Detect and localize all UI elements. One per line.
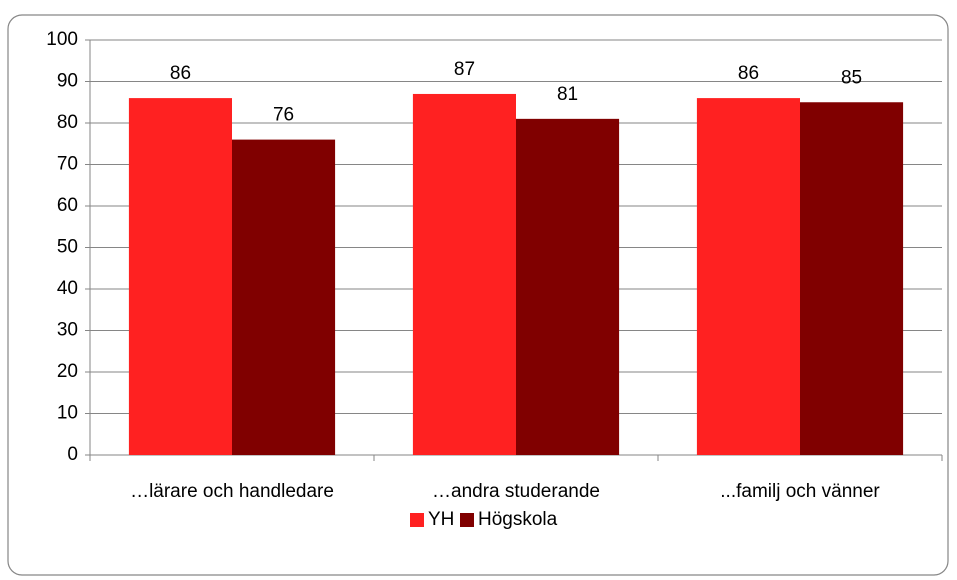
value-label: 76 (273, 105, 294, 126)
y-tick-label: 30 (57, 320, 78, 341)
y-tick-label: 100 (46, 29, 78, 50)
y-tick-label: 10 (57, 403, 78, 424)
y-tick-label: 40 (57, 278, 78, 299)
y-tick-label: 70 (57, 154, 78, 175)
bar (128, 98, 232, 455)
x-tick-label: ...familj och vänner (720, 481, 880, 502)
y-tick-label: 20 (57, 361, 78, 382)
value-label: 86 (170, 63, 191, 84)
legend-label: YH (428, 509, 454, 530)
y-tick-label: 90 (57, 71, 78, 92)
legend-swatch (410, 513, 424, 527)
legend-swatch (460, 513, 474, 527)
value-label: 86 (738, 63, 759, 84)
bar (800, 102, 904, 455)
value-label: 81 (557, 84, 578, 105)
y-tick-label: 60 (57, 195, 78, 216)
x-tick-label: …andra studerande (432, 481, 600, 502)
bar (412, 93, 516, 455)
value-label: 87 (454, 59, 475, 80)
y-tick-label: 50 (57, 237, 78, 258)
bar (516, 118, 620, 455)
y-tick-label: 80 (57, 112, 78, 133)
bar (232, 139, 336, 455)
x-tick-label: …lärare och handledare (130, 481, 334, 502)
bar (696, 98, 800, 455)
value-label: 85 (841, 67, 862, 88)
y-tick-label: 0 (67, 444, 78, 465)
legend-label: Högskola (478, 509, 558, 530)
